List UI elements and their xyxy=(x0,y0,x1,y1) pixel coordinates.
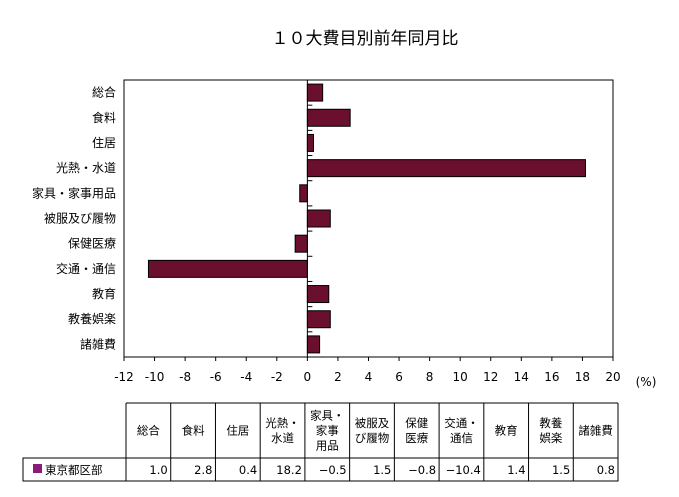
bar xyxy=(306,108,351,127)
table-value: 0.8 xyxy=(597,463,615,477)
table-value: 0.4 xyxy=(239,463,257,477)
table-header: 食料 xyxy=(182,424,205,438)
table-value: −0.5 xyxy=(319,463,347,477)
table-header: 水道 xyxy=(271,431,294,445)
bar xyxy=(306,310,331,329)
category-label: 教養娯楽 xyxy=(68,311,116,326)
x-axis: -12 -10 -8 -6 -4 -2 0 2 4 6 8 10 12 14 16 18 20 xyxy=(114,357,621,384)
table-header: 娯楽 xyxy=(539,431,562,445)
bar xyxy=(306,133,314,152)
bar xyxy=(294,234,308,253)
table-value: −0.8 xyxy=(408,463,436,477)
data-table: 総合 食料 住居 光熱・水道 家具・家事用品 被服及び履物 保健医療 交通・通信 教育 教養娯楽 諸… xyxy=(22,402,619,482)
x-tick-label: -2 xyxy=(271,370,283,384)
series-name: 東京都区部 xyxy=(45,463,103,477)
x-tick-label: 12 xyxy=(483,370,498,384)
table-header: 家具・ xyxy=(310,409,345,423)
table-header: 総合 xyxy=(137,424,160,438)
x-tick-label: -4 xyxy=(240,370,252,384)
category-label: 総合 xyxy=(92,85,116,100)
bar xyxy=(306,209,331,228)
bar xyxy=(306,83,324,102)
x-tick-label: -12 xyxy=(114,370,134,384)
table-header: 教育 xyxy=(495,424,518,438)
x-tick-label: 6 xyxy=(395,370,403,384)
x-tick-label: 18 xyxy=(575,370,590,384)
table-header: 諸雑費 xyxy=(578,424,613,438)
x-tick-label: 20 xyxy=(605,370,620,384)
table-value: −10.4 xyxy=(446,463,481,477)
bar xyxy=(306,159,586,178)
table-header: 用品 xyxy=(316,439,339,453)
table-value: 1.0 xyxy=(149,463,167,477)
category-label: 被服及び履物 xyxy=(44,212,116,226)
table-value: 2.8 xyxy=(194,463,212,477)
x-tick-label: 8 xyxy=(426,370,434,384)
x-tick-label: 4 xyxy=(365,370,373,384)
plot-area: 総合食料住居光熱・水道家具・家事用品被服及び履物保健医療交通・通信教育教養娯楽諸… xyxy=(32,79,614,358)
bar xyxy=(306,335,321,354)
category-label: 家具・家事用品 xyxy=(32,185,116,200)
legend-marker xyxy=(33,464,42,473)
x-tick-label: -10 xyxy=(145,370,165,384)
table-value: 1.4 xyxy=(507,463,525,477)
x-tick-label: 16 xyxy=(544,370,559,384)
table-header: 交通・ xyxy=(444,416,479,430)
bar xyxy=(306,285,330,304)
x-tick-label: 10 xyxy=(453,370,468,384)
category-label: 保健医療 xyxy=(68,237,116,251)
x-tick-label: -8 xyxy=(179,370,191,384)
category-label: 住居 xyxy=(92,136,116,150)
table-header: 医療 xyxy=(405,431,428,445)
category-label: 食料 xyxy=(92,110,116,125)
chart-title: １０大費目別前年同月比 xyxy=(272,29,459,49)
plot-frame xyxy=(123,79,614,358)
table-value: 1.5 xyxy=(373,463,391,477)
table-header: 住居 xyxy=(226,424,249,438)
table-header: 家事 xyxy=(316,424,339,438)
bar xyxy=(299,184,308,203)
category-label: 交通・通信 xyxy=(56,261,116,276)
x-tick-label: 2 xyxy=(334,370,342,384)
category-label: 教育 xyxy=(92,286,116,301)
table-header: 保健 xyxy=(405,416,428,430)
table-header: 光熱・ xyxy=(265,416,300,430)
table-header: び履物 xyxy=(355,431,390,445)
table-header: 通信 xyxy=(450,431,473,445)
unit-label: (%) xyxy=(636,375,657,389)
bar xyxy=(147,259,308,278)
x-tick-label: 0 xyxy=(304,370,312,384)
category-label: 光熱・水道 xyxy=(56,161,116,175)
x-tick-label: -6 xyxy=(210,370,222,384)
table-value: 18.2 xyxy=(276,463,302,477)
table-value: 1.5 xyxy=(552,463,570,477)
table-header: 被服及 xyxy=(355,416,390,430)
table-header: 教養 xyxy=(539,416,562,430)
x-tick-label: 14 xyxy=(514,370,529,384)
category-label: 諸雑費 xyxy=(80,336,116,351)
